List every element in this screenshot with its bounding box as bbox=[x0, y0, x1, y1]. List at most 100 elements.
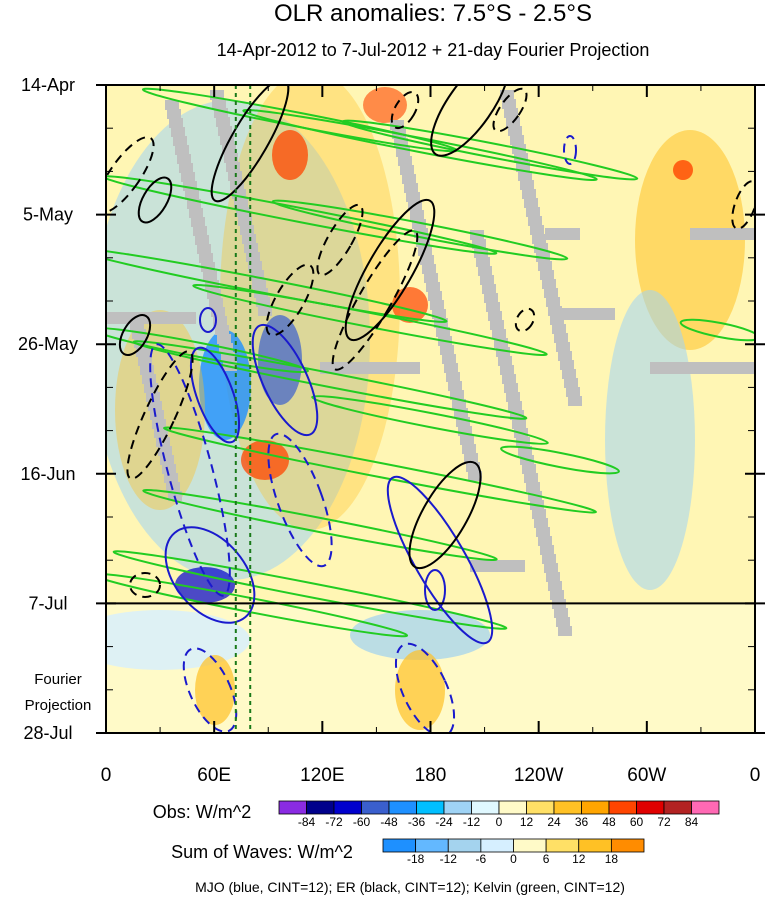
missing-data-cell bbox=[236, 207, 250, 217]
missing-data-cell bbox=[205, 280, 219, 290]
colorbar-tick-label: 0 bbox=[496, 815, 503, 829]
er-contour bbox=[126, 350, 194, 480]
kelvin-contour bbox=[142, 488, 498, 562]
missing-data-cell bbox=[498, 356, 512, 366]
missing-data-cell bbox=[440, 345, 454, 355]
missing-data-cell bbox=[518, 171, 532, 181]
missing-data-cell bbox=[400, 165, 414, 175]
missing-data-cell bbox=[422, 264, 436, 274]
er-contour bbox=[106, 136, 155, 214]
x-tick-label: 60W bbox=[627, 765, 666, 786]
colorbar-swatch bbox=[636, 800, 665, 815]
missing-data-cell bbox=[167, 109, 181, 119]
missing-data-cell bbox=[187, 199, 201, 209]
waves-colorbar-title: Sum of Waves: W/m^2 bbox=[171, 842, 353, 862]
x-tick-label: 60E bbox=[197, 765, 231, 786]
mjo-contour bbox=[199, 307, 217, 333]
missing-data-cell bbox=[432, 309, 446, 319]
chart-title: OLR anomalies: 7.5°S - 2.5°S bbox=[274, 0, 592, 27]
missing-data-cell bbox=[177, 154, 191, 164]
missing-data-cell bbox=[248, 261, 262, 271]
missing-data-cell bbox=[554, 608, 568, 618]
er-contour bbox=[118, 314, 152, 356]
missing-data-cell bbox=[538, 261, 552, 271]
y-tick-label: 16-Jun bbox=[20, 464, 75, 484]
blob-active-zone-2 bbox=[220, 85, 400, 530]
missing-data-cell bbox=[420, 255, 434, 265]
missing-data-cell bbox=[456, 417, 470, 427]
missing-data-cell bbox=[203, 271, 217, 281]
missing-data-cell bbox=[540, 270, 554, 280]
missing-data-cell bbox=[169, 118, 183, 128]
blob-blue-east bbox=[605, 290, 695, 590]
colorbar-tick-label: 0 bbox=[510, 852, 517, 866]
missing-data-cell bbox=[209, 298, 223, 308]
missing-data-cell bbox=[448, 381, 462, 391]
missing-data-cell bbox=[430, 300, 444, 310]
missing-data-cell bbox=[556, 342, 570, 352]
missing-data-cell bbox=[504, 108, 518, 118]
missing-data-cell bbox=[215, 325, 229, 335]
colorbar-swatch bbox=[663, 800, 692, 815]
missing-data-cell bbox=[516, 162, 530, 172]
kelvin-contour bbox=[163, 426, 597, 514]
missing-data-cell bbox=[508, 401, 522, 411]
missing-data-cell bbox=[211, 307, 225, 317]
proj-orange-1 bbox=[195, 655, 235, 725]
proj-orange-2 bbox=[395, 650, 445, 730]
missing-data-cell bbox=[548, 581, 562, 591]
missing-data-cell bbox=[221, 352, 235, 362]
colorbar-swatch bbox=[480, 838, 514, 853]
missing-data-cell bbox=[181, 172, 195, 182]
missing-data-cell bbox=[454, 408, 468, 418]
missing-data-cell bbox=[404, 183, 418, 193]
missing-data-strip bbox=[470, 560, 525, 572]
missing-data-cell bbox=[175, 145, 189, 155]
colorbar-tick-label: -12 bbox=[440, 852, 458, 866]
missing-data-cell bbox=[250, 270, 264, 280]
missing-data-cell bbox=[154, 428, 168, 438]
missing-data-cell bbox=[213, 316, 227, 326]
missing-data-cell bbox=[230, 180, 244, 190]
missing-data-cell bbox=[442, 354, 456, 364]
projection-label-line2: Projection bbox=[25, 697, 92, 714]
colorbar-tick-label: -60 bbox=[353, 815, 371, 829]
colorbar-swatch bbox=[610, 838, 645, 853]
missing-data-strip bbox=[555, 308, 615, 320]
missing-data-cell bbox=[500, 365, 514, 375]
x-tick-label: 120W bbox=[514, 765, 564, 786]
missing-data-cell bbox=[183, 181, 197, 191]
kelvin-contour bbox=[192, 283, 548, 357]
missing-data-cell bbox=[552, 324, 566, 334]
colorbar-swatch bbox=[545, 838, 580, 853]
colorbar-swatch bbox=[306, 800, 335, 815]
missing-data-cell bbox=[534, 243, 548, 253]
colorbar-tick-label: 18 bbox=[605, 852, 619, 866]
kelvin-contour bbox=[341, 119, 639, 181]
er-contour bbox=[316, 203, 364, 277]
missing-data-cell bbox=[130, 320, 144, 330]
mjo-contour bbox=[251, 323, 319, 437]
colorbar-tick-label: 36 bbox=[575, 815, 589, 829]
missing-data-cell bbox=[179, 163, 193, 173]
missing-data-cell bbox=[484, 293, 498, 303]
missing-data-cell bbox=[564, 378, 578, 388]
proj-blue-2 bbox=[106, 610, 250, 670]
missing-data-cell bbox=[488, 311, 502, 321]
kelvin-contour bbox=[271, 199, 569, 261]
colorbar-swatch bbox=[513, 838, 547, 853]
x-tick-label: 120E bbox=[300, 765, 344, 786]
missing-data-cell bbox=[408, 201, 422, 211]
missing-data-cell bbox=[164, 473, 178, 483]
missing-data-cell bbox=[518, 446, 532, 456]
er-contour bbox=[430, 85, 510, 157]
missing-data-cell bbox=[512, 419, 526, 429]
blob-red-east bbox=[673, 160, 693, 180]
missing-data-cell bbox=[201, 262, 215, 272]
missing-data-cell bbox=[138, 356, 152, 366]
colorbar-swatch bbox=[578, 838, 612, 853]
missing-data-cell bbox=[398, 156, 412, 166]
mjo-contour bbox=[267, 432, 333, 568]
missing-data-cell bbox=[132, 329, 146, 339]
missing-data-cell bbox=[496, 347, 510, 357]
